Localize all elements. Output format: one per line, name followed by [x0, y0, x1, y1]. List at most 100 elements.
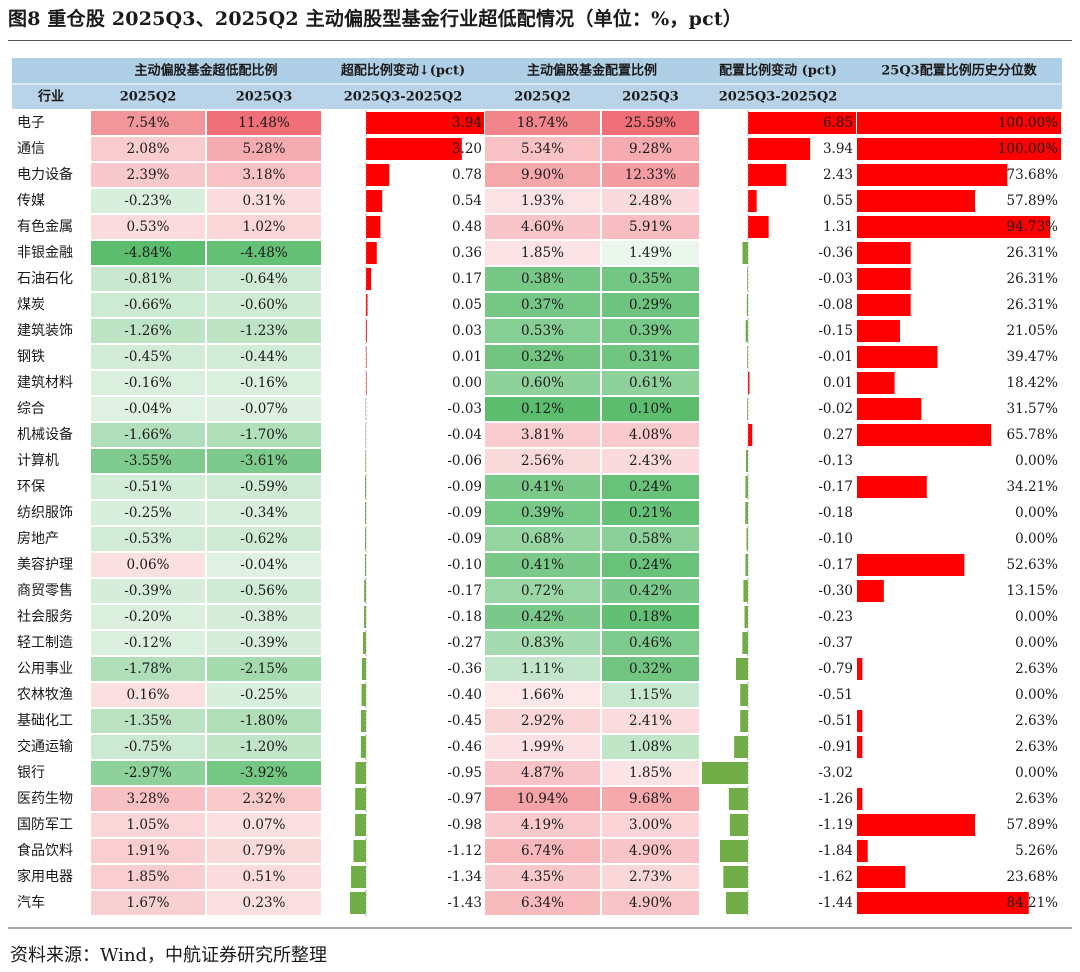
allocation-change-bar [740, 710, 748, 732]
overweight-value: -0.23% [124, 193, 172, 209]
allocation-value: 0.18% [629, 609, 672, 625]
overweight-change-bar [355, 788, 366, 810]
heat-cell [207, 241, 321, 265]
overweight-value: -1.66% [124, 427, 172, 443]
heat-cell [602, 501, 699, 525]
heat-cell [207, 657, 321, 681]
industry-label: 电子 [17, 115, 45, 131]
overweight-change-value: -0.09 [447, 505, 482, 521]
overweight-value: 0.06% [127, 557, 170, 573]
heat-cell [602, 735, 699, 759]
heat-cell [485, 319, 600, 343]
allocation-value: 0.68% [521, 531, 564, 547]
industry-label: 计算机 [17, 453, 59, 469]
allocation-change-bar [747, 398, 748, 420]
allocation-change-value: -1.26 [818, 791, 853, 807]
heat-cell [485, 787, 600, 811]
heat-cell [602, 371, 699, 395]
overweight-change-value: -0.04 [447, 427, 482, 443]
overweight-value: -0.44% [240, 349, 288, 365]
overweight-change-value: 0.78 [452, 167, 482, 183]
percentile-bar [857, 112, 1061, 134]
heat-cell [485, 137, 600, 161]
allocation-value: 0.39% [629, 323, 672, 339]
allocation-value: 0.35% [629, 271, 672, 287]
overweight-change-bar [361, 658, 366, 680]
overweight-change-bar [364, 528, 366, 550]
heat-cell [485, 761, 600, 785]
heat-cell [91, 527, 205, 551]
heat-cell [207, 111, 321, 135]
heat-cell [207, 293, 321, 317]
heat-cell [91, 423, 205, 447]
allocation-change-value: 2.43 [823, 167, 853, 183]
overweight-change-value: -0.40 [447, 687, 482, 703]
industry-label: 食品饮料 [17, 842, 73, 859]
percentile-value: 13.15% [1007, 583, 1059, 599]
heat-cell [91, 891, 205, 915]
allocation-change-bar [748, 216, 769, 238]
heat-cell [207, 527, 321, 551]
overweight-change-bar [364, 476, 366, 498]
percentile-bar [857, 216, 1051, 238]
allocation-value: 4.60% [521, 219, 564, 235]
heat-cell [485, 111, 600, 135]
industry-label: 有色金属 [17, 218, 73, 235]
title-rule [8, 40, 1072, 41]
header-group-label: 超配比例变动↓(pct) [341, 63, 465, 79]
percentile-value: 2.63% [1015, 661, 1058, 677]
allocation-value: 4.35% [521, 869, 564, 885]
allocation-value: 1.99% [521, 739, 564, 755]
overweight-change-value: 0.00 [452, 375, 482, 391]
industry-label: 银行 [17, 765, 45, 781]
industry-label: 综合 [17, 401, 45, 417]
overweight-change-value: 0.01 [452, 349, 482, 365]
overweight-change-bar [366, 216, 381, 238]
industry-label: 国防军工 [17, 817, 73, 833]
allocation-change-value: -1.84 [818, 843, 853, 859]
overweight-value: 1.02% [243, 219, 286, 235]
percentile-bar [857, 372, 895, 394]
heat-cell [485, 605, 600, 629]
heat-cell [602, 605, 699, 629]
heat-cell [91, 111, 205, 135]
allocation-value: 1.49% [629, 245, 672, 261]
heat-cell [485, 397, 600, 421]
overweight-value: -0.07% [240, 401, 288, 417]
overweight-value: 11.48% [238, 115, 290, 131]
heat-cell [485, 371, 600, 395]
overweight-value: 1.91% [127, 843, 170, 859]
allocation-value: 0.10% [629, 401, 672, 417]
industry-label: 基础化工 [17, 712, 73, 729]
overweight-value: 0.31% [243, 193, 286, 209]
allocation-change-value: 3.94 [823, 141, 853, 157]
column-header: 2025Q3 [622, 90, 679, 105]
heat-cell [602, 111, 699, 135]
allocation-change-bar [740, 684, 748, 706]
allocation-value: 0.60% [521, 375, 564, 391]
industry-label: 农林牧渔 [17, 687, 73, 703]
overweight-value: 3.18% [243, 167, 286, 183]
overweight-value: -4.84% [124, 245, 172, 261]
heat-cell [207, 813, 321, 837]
overweight-value: -0.51% [124, 479, 172, 495]
heat-cell [207, 761, 321, 785]
heat-cell [485, 813, 600, 837]
overweight-value: -1.26% [124, 323, 172, 339]
allocation-change-value: -0.08 [818, 297, 853, 313]
overweight-change-value: -0.06 [447, 453, 482, 469]
allocation-value: 0.12% [521, 401, 564, 417]
overweight-value: -0.39% [240, 635, 288, 651]
overweight-change-value: 0.03 [452, 323, 482, 339]
heat-cell [207, 137, 321, 161]
heat-cell [602, 839, 699, 863]
heat-cell [485, 839, 600, 863]
overweight-value: -3.92% [240, 765, 288, 781]
heat-cell [207, 397, 321, 421]
allocation-value: 1.85% [629, 765, 672, 781]
overweight-change-bar [366, 190, 383, 212]
heat-cell [485, 189, 600, 213]
industry-label: 纺织服饰 [17, 505, 73, 521]
heat-cell [602, 267, 699, 291]
